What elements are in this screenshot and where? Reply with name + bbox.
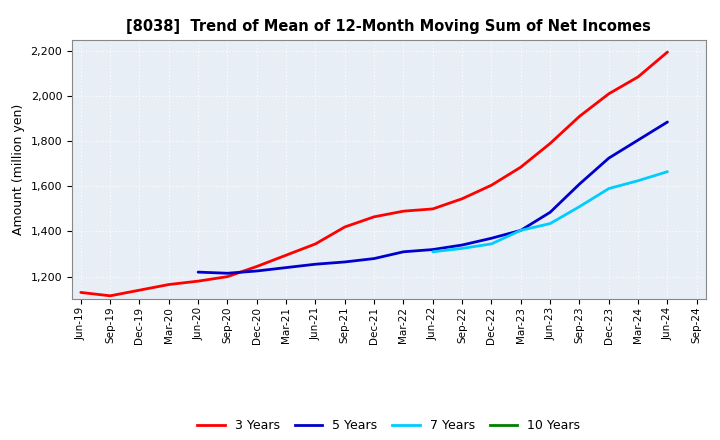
Line: 5 Years: 5 Years bbox=[198, 122, 667, 273]
5 Years bbox=[487, 235, 496, 241]
3 Years bbox=[399, 209, 408, 214]
Line: 7 Years: 7 Years bbox=[433, 172, 667, 252]
Title: [8038]  Trend of Mean of 12-Month Moving Sum of Net Incomes: [8038] Trend of Mean of 12-Month Moving … bbox=[127, 19, 651, 34]
3 Years bbox=[605, 91, 613, 96]
7 Years bbox=[546, 221, 554, 226]
5 Years bbox=[634, 137, 642, 143]
3 Years bbox=[634, 74, 642, 80]
5 Years bbox=[458, 242, 467, 248]
3 Years bbox=[546, 141, 554, 146]
7 Years bbox=[605, 186, 613, 191]
5 Years bbox=[223, 271, 232, 276]
3 Years bbox=[487, 183, 496, 188]
Legend: 3 Years, 5 Years, 7 Years, 10 Years: 3 Years, 5 Years, 7 Years, 10 Years bbox=[192, 414, 585, 437]
3 Years bbox=[106, 293, 114, 298]
5 Years bbox=[546, 209, 554, 215]
5 Years bbox=[575, 181, 584, 187]
5 Years bbox=[311, 261, 320, 267]
3 Years bbox=[76, 290, 85, 295]
3 Years bbox=[253, 264, 261, 269]
7 Years bbox=[458, 246, 467, 251]
3 Years bbox=[516, 165, 525, 170]
5 Years bbox=[663, 119, 672, 125]
5 Years bbox=[516, 228, 525, 233]
3 Years bbox=[164, 282, 173, 287]
3 Years bbox=[223, 274, 232, 279]
5 Years bbox=[282, 265, 290, 270]
3 Years bbox=[282, 253, 290, 258]
3 Years bbox=[194, 279, 202, 284]
7 Years bbox=[575, 204, 584, 209]
5 Years bbox=[399, 249, 408, 254]
Y-axis label: Amount (million yen): Amount (million yen) bbox=[12, 104, 25, 235]
3 Years bbox=[370, 214, 379, 220]
7 Years bbox=[487, 241, 496, 246]
3 Years bbox=[575, 114, 584, 119]
3 Years bbox=[135, 287, 144, 293]
5 Years bbox=[341, 259, 349, 264]
7 Years bbox=[516, 228, 525, 233]
3 Years bbox=[458, 196, 467, 202]
3 Years bbox=[428, 206, 437, 212]
3 Years bbox=[663, 49, 672, 55]
7 Years bbox=[428, 249, 437, 254]
5 Years bbox=[194, 269, 202, 275]
7 Years bbox=[634, 178, 642, 183]
3 Years bbox=[311, 241, 320, 246]
3 Years bbox=[341, 224, 349, 230]
5 Years bbox=[605, 155, 613, 161]
5 Years bbox=[370, 256, 379, 261]
5 Years bbox=[253, 268, 261, 274]
7 Years bbox=[663, 169, 672, 174]
5 Years bbox=[428, 247, 437, 252]
Line: 3 Years: 3 Years bbox=[81, 52, 667, 296]
